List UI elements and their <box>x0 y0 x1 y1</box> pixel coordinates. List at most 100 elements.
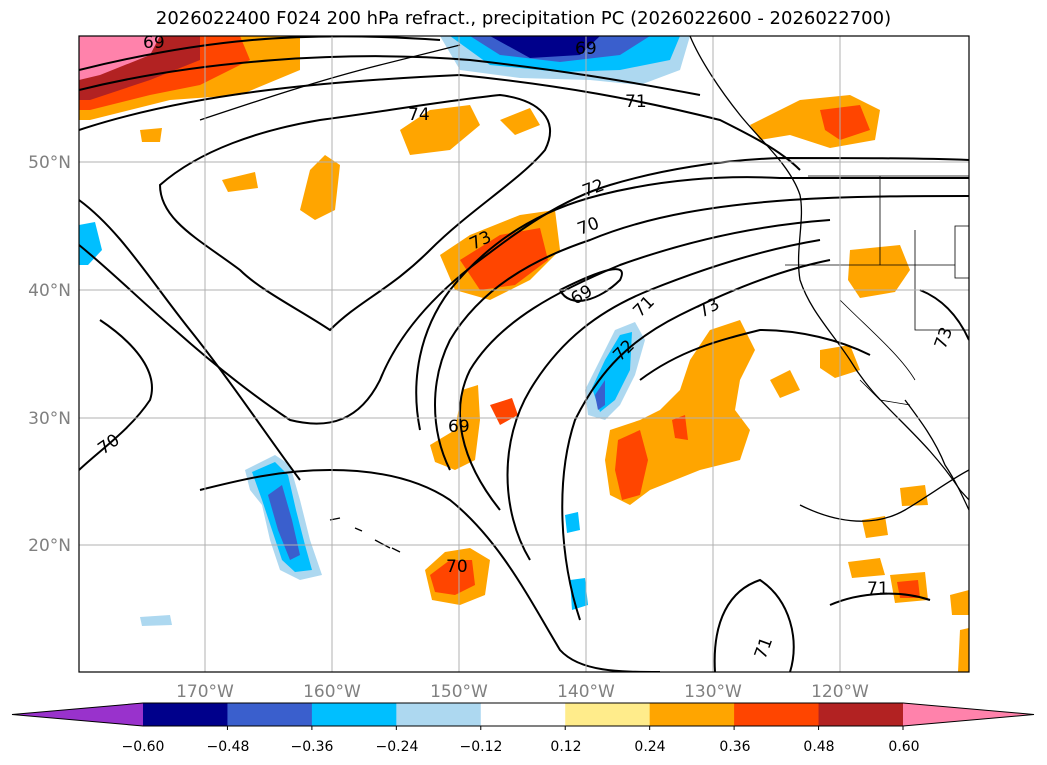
contour-label: 69 <box>575 39 597 59</box>
contour-line <box>459 219 831 511</box>
contour-line <box>506 239 821 561</box>
contour-line <box>713 578 795 672</box>
contour-label: 69 <box>448 417 470 437</box>
precip-area <box>430 385 480 470</box>
colorbar <box>11 702 1035 730</box>
precip-area <box>958 628 969 672</box>
contour-line <box>79 36 441 71</box>
colorbar-tick-label: −0.60 <box>122 739 165 755</box>
precip-area <box>140 128 162 142</box>
precip-area <box>820 105 870 140</box>
precip-area <box>900 485 928 506</box>
colorbar-segment <box>143 703 228 726</box>
contour-line <box>158 93 551 332</box>
border <box>954 225 969 279</box>
contour-line <box>79 55 701 96</box>
border <box>839 299 916 381</box>
colorbar-tick-label: 0.36 <box>719 739 750 755</box>
precip-area <box>848 558 885 578</box>
colorbar-extend-high <box>903 703 1034 726</box>
precip-area <box>430 560 475 595</box>
colorbar-tick-label: −0.24 <box>376 739 419 755</box>
precip-area <box>848 245 910 298</box>
contour-line <box>415 176 969 431</box>
contour-label: 69 <box>143 33 165 53</box>
contour-line <box>919 289 969 341</box>
precip-area <box>460 228 548 290</box>
longitude-axis: 170°W 160°W 150°W 140°W 130°W 120°W <box>176 682 869 702</box>
border <box>859 379 911 406</box>
colorbar-segment <box>649 703 735 726</box>
precip-area <box>615 430 648 500</box>
colorbar-tick-label: −0.48 <box>207 739 250 755</box>
precip-area <box>222 172 258 192</box>
colorbar-tick-label: 0.48 <box>803 739 834 755</box>
longitude-tick-label: 130°W <box>684 682 742 702</box>
colorbar-outline <box>11 702 1035 727</box>
baja-coast <box>904 399 969 511</box>
precip-area <box>770 370 800 398</box>
longitude-tick-label: 160°W <box>303 682 361 702</box>
colorbar-tick-label: −0.36 <box>291 739 334 755</box>
longitude-tick-label: 150°W <box>430 682 488 702</box>
contour-line <box>79 73 801 171</box>
border <box>879 176 969 331</box>
longitude-tick-label: 120°W <box>811 682 869 702</box>
contour-label: 71 <box>625 92 647 112</box>
colorbar-tick-label: −0.12 <box>460 739 503 755</box>
map-title: 2026022400 F024 200 hPa refract., precip… <box>155 8 892 29</box>
colorbar-extend-low <box>12 703 143 726</box>
contour-line <box>561 259 831 621</box>
colorbar-tick-label: 0.12 <box>550 739 581 755</box>
precip-area <box>565 512 580 533</box>
precip-area <box>268 485 300 560</box>
colorbar-segment <box>396 703 482 726</box>
contour-label: 70 <box>446 557 468 577</box>
colorbar-segment <box>734 703 820 726</box>
precip-area <box>500 108 540 135</box>
longitude-tick-label: 170°W <box>176 682 234 702</box>
latitude-tick-label: 40°N <box>28 281 71 301</box>
map-gridlines <box>79 36 969 672</box>
contour-label: 71 <box>867 579 889 599</box>
contour-line <box>639 328 871 381</box>
precip-area <box>79 222 102 265</box>
contour-line <box>199 468 661 672</box>
map-frame <box>78 35 970 673</box>
latitude-tick-label: 30°N <box>28 409 71 429</box>
north-american-coast <box>689 36 969 501</box>
colorbar-segment <box>480 703 566 726</box>
longitude-tick-label: 140°W <box>557 682 615 702</box>
colorbar-tick-label: 0.24 <box>634 739 665 755</box>
coastline <box>199 36 969 553</box>
contour-label: 74 <box>408 105 430 125</box>
precip-area <box>300 155 340 220</box>
precip-area <box>140 615 172 626</box>
alaska-coast <box>199 44 461 121</box>
precip-area <box>490 36 600 58</box>
colorbar-tick-label: 0.60 <box>888 739 919 755</box>
colorbar-tick-labels: −0.60 −0.48 −0.36 −0.24 −0.12 0.12 0.24 … <box>122 739 920 755</box>
colorbar-segment <box>227 703 313 726</box>
latitude-tick-label: 20°N <box>28 536 71 556</box>
political-borders <box>785 175 969 406</box>
latitude-tick-label: 50°N <box>28 153 71 173</box>
contour-line <box>79 199 301 481</box>
precip-area <box>400 105 480 155</box>
contour-line <box>558 268 623 302</box>
precip-area <box>950 590 969 615</box>
colorbar-segment <box>311 703 397 726</box>
precip-area <box>79 36 160 80</box>
colorbar-segment <box>565 703 651 726</box>
refractivity-contours <box>79 36 969 672</box>
precip-area <box>672 415 688 440</box>
mexico-coast <box>799 469 969 522</box>
contour-line <box>79 156 969 425</box>
hawaii-islands <box>329 517 401 553</box>
colorbar-segment <box>818 703 904 726</box>
contour-line <box>79 319 153 471</box>
latitude-axis: 50°N 40°N 30°N 20°N <box>28 153 71 556</box>
precip-area <box>595 380 605 410</box>
contour-line <box>434 195 969 471</box>
